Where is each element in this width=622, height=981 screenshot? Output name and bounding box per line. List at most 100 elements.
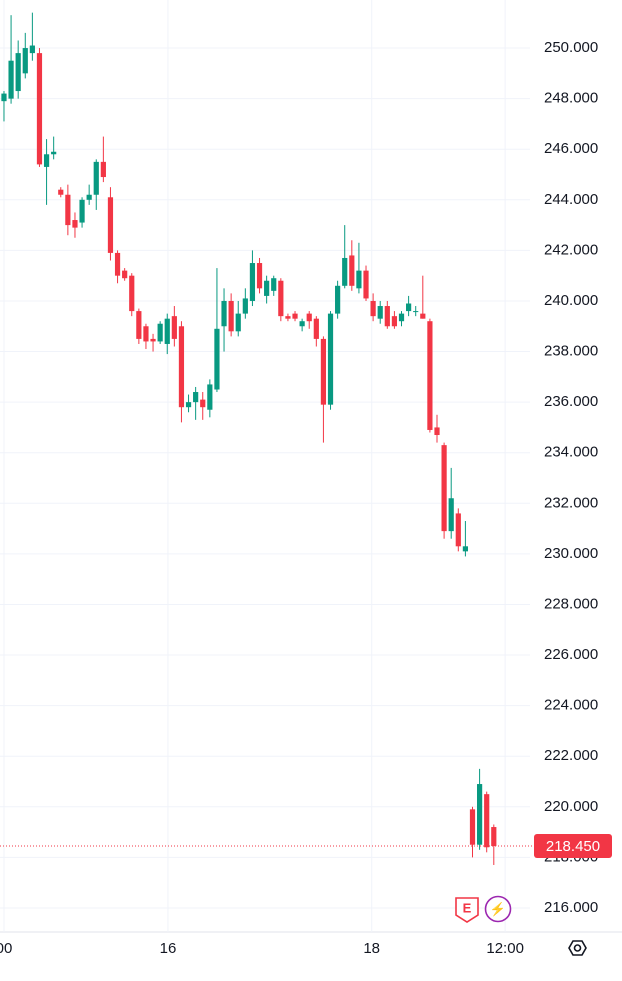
y-tick-label: 222.000 bbox=[544, 747, 598, 764]
candle-body bbox=[107, 197, 114, 253]
candle-body bbox=[420, 313, 426, 319]
candle-body bbox=[143, 326, 149, 342]
candle-body bbox=[491, 827, 497, 847]
candle-body bbox=[157, 323, 163, 342]
dividend-badge-label: ⚡ bbox=[490, 901, 506, 917]
candle-body bbox=[43, 154, 50, 167]
candle-body bbox=[93, 161, 99, 195]
candle-body bbox=[214, 328, 220, 390]
candle-body bbox=[178, 326, 185, 408]
candle-body bbox=[299, 321, 305, 327]
candle-body bbox=[256, 263, 263, 289]
candle-body bbox=[327, 313, 334, 405]
candle-body bbox=[413, 311, 419, 313]
candle-body bbox=[363, 270, 369, 299]
candle-body bbox=[448, 498, 454, 532]
candle-body bbox=[185, 402, 192, 408]
candle-body bbox=[278, 280, 284, 317]
candle-body bbox=[1, 93, 7, 102]
candle-body bbox=[22, 48, 28, 74]
settings-icon[interactable] bbox=[568, 940, 587, 956]
candle-body bbox=[264, 280, 270, 296]
candle-body bbox=[441, 445, 447, 532]
y-tick-label: 224.000 bbox=[544, 697, 598, 714]
y-tick-label: 232.000 bbox=[544, 494, 598, 511]
candle-body bbox=[129, 275, 135, 312]
candle-body bbox=[36, 53, 43, 165]
candle-body bbox=[51, 151, 57, 155]
y-tick-label: 228.000 bbox=[544, 595, 598, 612]
y-tick-label: 238.000 bbox=[544, 343, 598, 360]
candle-body bbox=[150, 338, 156, 342]
candle-body bbox=[292, 313, 298, 319]
y-tick-label: 246.000 bbox=[544, 140, 598, 157]
y-tick-label: 248.000 bbox=[544, 90, 598, 107]
y-tick-label: 236.000 bbox=[544, 393, 598, 410]
candle-body bbox=[271, 278, 277, 291]
x-tick-label: 18 bbox=[363, 940, 380, 957]
candle-body bbox=[434, 427, 440, 436]
y-tick-label: 250.000 bbox=[544, 39, 598, 56]
candle-body bbox=[15, 53, 21, 92]
candle-body bbox=[484, 794, 490, 848]
y-tick-label: 220.000 bbox=[544, 798, 598, 815]
dividend-badge[interactable] bbox=[484, 895, 512, 923]
earnings-badge[interactable] bbox=[455, 897, 479, 923]
candle-body bbox=[391, 316, 398, 327]
candle-body bbox=[249, 263, 256, 301]
y-tick-label: 230.000 bbox=[544, 545, 598, 562]
candle-body bbox=[72, 220, 78, 228]
x-tick-label: 12:00 bbox=[486, 940, 524, 957]
last-price-label: 218.450 bbox=[546, 838, 600, 855]
candle-body bbox=[171, 316, 177, 339]
candle-body bbox=[285, 316, 291, 319]
candle-body bbox=[193, 392, 199, 403]
candle-body bbox=[207, 384, 213, 410]
y-tick-label: 216.000 bbox=[544, 899, 598, 916]
candle-body bbox=[79, 199, 85, 223]
x-tick-label: 16 bbox=[160, 940, 177, 957]
last-price-box bbox=[534, 834, 612, 859]
candle-body bbox=[200, 399, 206, 408]
candle-body bbox=[320, 338, 327, 405]
candle-body bbox=[342, 257, 348, 286]
candle-body bbox=[349, 255, 355, 286]
candle-body bbox=[356, 270, 362, 289]
candle-body bbox=[122, 270, 128, 279]
candle-body bbox=[455, 513, 461, 547]
candle-body bbox=[228, 300, 234, 332]
earnings-badge-label: E bbox=[463, 900, 472, 915]
candle-body bbox=[370, 300, 376, 317]
y-tick-label: 242.000 bbox=[544, 241, 598, 258]
candle-body bbox=[136, 311, 142, 339]
candle-body bbox=[427, 321, 433, 430]
y-tick-label: 244.000 bbox=[544, 191, 598, 208]
candle-body bbox=[384, 306, 390, 327]
candle-body bbox=[164, 318, 170, 344]
candle-body bbox=[335, 285, 341, 314]
candle-body bbox=[476, 784, 483, 845]
candle-body bbox=[114, 252, 121, 276]
candles bbox=[1, 12, 497, 865]
candle-body bbox=[65, 194, 71, 226]
candle-body bbox=[398, 313, 405, 322]
candle-body bbox=[377, 306, 383, 319]
candle-body bbox=[235, 313, 241, 332]
candle-body bbox=[242, 298, 248, 314]
y-tick-label: 234.000 bbox=[544, 444, 598, 461]
y-tick-label: 226.000 bbox=[544, 646, 598, 663]
candle-body bbox=[469, 809, 476, 845]
y-tick-label: 240.000 bbox=[544, 292, 598, 309]
candle-body bbox=[58, 189, 64, 195]
candle-body bbox=[100, 161, 106, 178]
candle-body bbox=[306, 313, 312, 322]
candle-body bbox=[462, 546, 469, 552]
candle-body bbox=[406, 303, 412, 312]
candle-body bbox=[221, 300, 227, 327]
x-tick-label: 00 bbox=[0, 940, 12, 957]
candle-body bbox=[86, 194, 92, 200]
candle-body bbox=[8, 60, 14, 99]
